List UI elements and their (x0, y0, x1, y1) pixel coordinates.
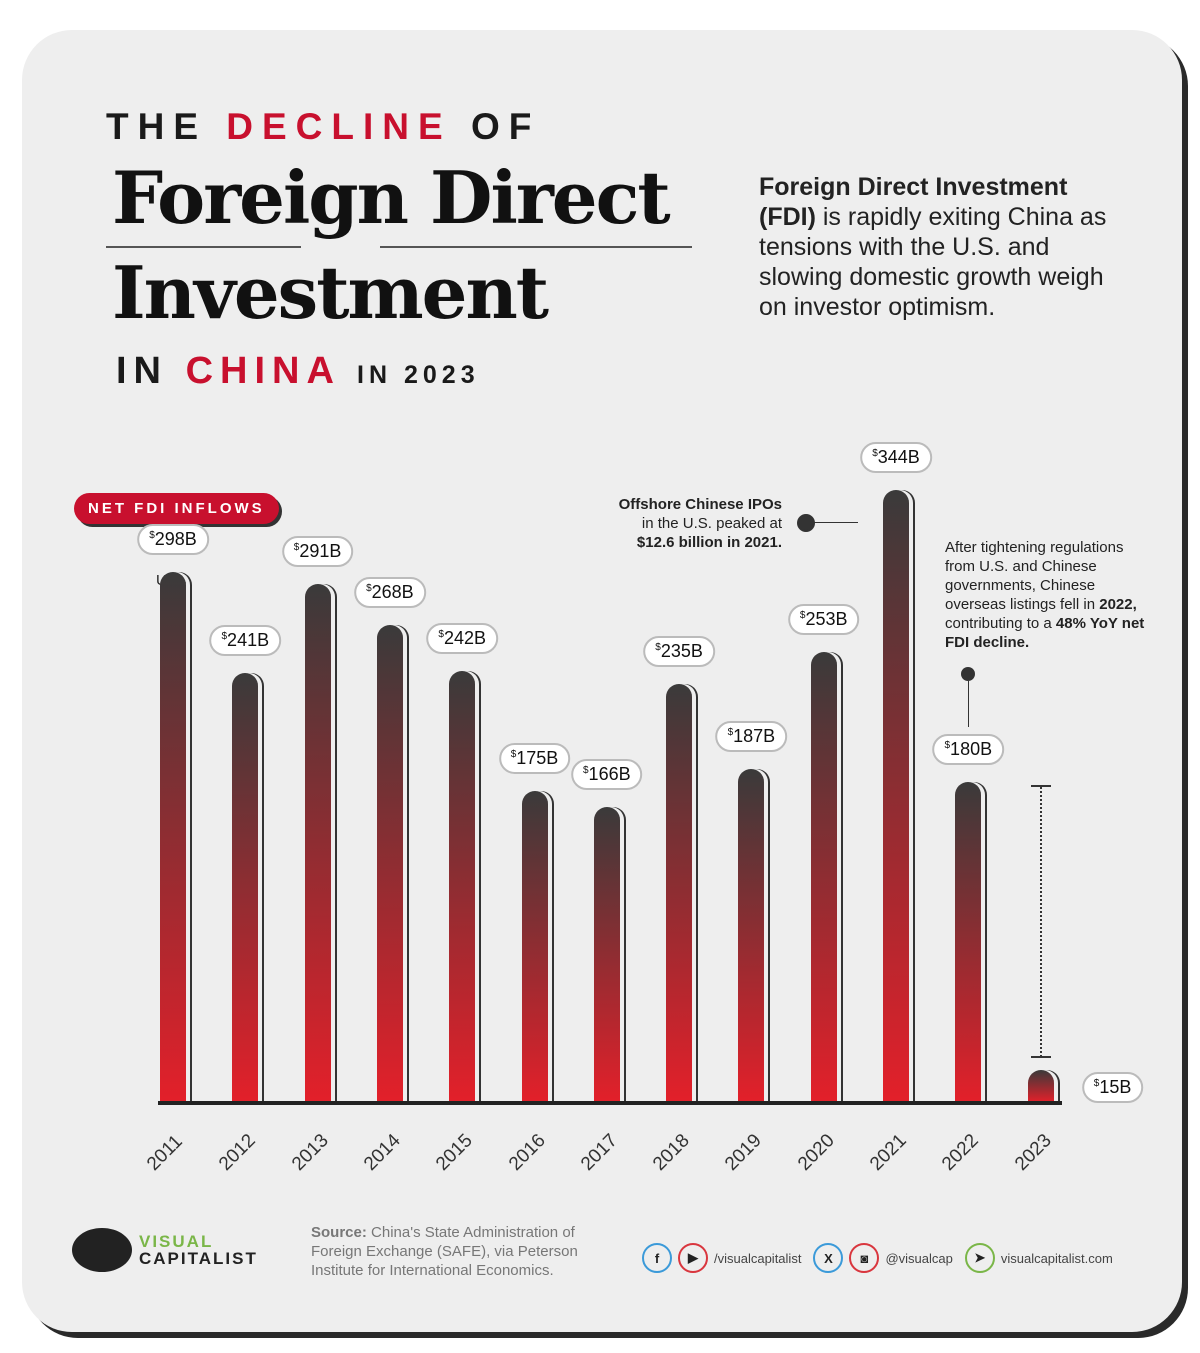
youtube-icon[interactable]: ▶ (678, 1243, 708, 1273)
annotation-ipo: Offshore Chinese IPOs in the U.S. peaked … (618, 496, 782, 551)
instagram-icon[interactable]: ◙ (849, 1243, 880, 1273)
legend-badge: NET FDI INFLOWS (74, 493, 279, 524)
brand-bottom: CAPITALIST (139, 1249, 258, 1268)
kicker: THE DECLINE OF (106, 106, 541, 147)
title-line1: Foreign Direct (112, 155, 671, 240)
annotation-marker-icon (961, 667, 975, 681)
bar-2012 (232, 673, 259, 1102)
brand-top: VISUAL (139, 1232, 214, 1251)
bar-2020 (810, 651, 837, 1102)
data-label: $344B (860, 442, 932, 473)
bar-2014 (376, 625, 403, 1102)
source: Source: China's State Administration of … (311, 1224, 578, 1279)
subtitle: IN CHINA IN 2023 (116, 350, 480, 392)
data-label: $235B (643, 635, 715, 667)
data-label: $253B (787, 603, 860, 635)
title-line2: Investment (112, 250, 549, 335)
bar-2017 (593, 806, 620, 1102)
intro-text: Foreign Direct Investment (FDI) is rapid… (759, 173, 1107, 321)
data-label: $291B (281, 536, 354, 568)
social-handle[interactable]: /visualcapitalist (714, 1250, 802, 1266)
decline-cap (1031, 1056, 1051, 1058)
data-label: $242B (426, 623, 498, 655)
data-label: $15B (1081, 1072, 1144, 1103)
logo-icon (72, 1228, 132, 1272)
data-label: $175B (498, 742, 571, 774)
data-label: $298B (137, 523, 209, 555)
website-link[interactable]: visualcapitalist.com (1000, 1250, 1113, 1266)
data-label: $180B (932, 733, 1005, 765)
divider (106, 246, 301, 248)
decline-cap (1031, 785, 1051, 787)
annotation-marker-icon (797, 514, 815, 532)
bar-2018 (666, 683, 693, 1102)
bar-2015 (449, 671, 476, 1102)
bar-2019 (738, 769, 765, 1102)
annotation-2022: After tightening regulations from U.S. a… (945, 539, 1145, 651)
bar-2016 (521, 790, 548, 1102)
annotation-line (968, 681, 969, 727)
bar-2011 (160, 571, 186, 1102)
data-label: $166B (570, 758, 643, 790)
divider (380, 246, 692, 248)
data-label: $268B (354, 577, 426, 609)
bar-2023 (1027, 1070, 1054, 1102)
cursor-icon: ➤ (964, 1243, 995, 1273)
bar-2013 (304, 584, 331, 1102)
x-axis (158, 1101, 1062, 1105)
bar-2021 (883, 490, 909, 1102)
bar-2022 (955, 781, 982, 1102)
data-label: $241B (209, 625, 282, 657)
annotation-line (812, 522, 858, 523)
social-handle[interactable]: @visualcap (885, 1250, 953, 1266)
social-links: f ▶ /visualcapitalist X ◙ @visualcap ➤ visual… (642, 1243, 1125, 1273)
x-icon[interactable]: X (813, 1243, 844, 1273)
decline-indicator (1040, 787, 1042, 1057)
data-label: $187B (715, 721, 788, 753)
facebook-icon[interactable]: f (642, 1243, 672, 1273)
